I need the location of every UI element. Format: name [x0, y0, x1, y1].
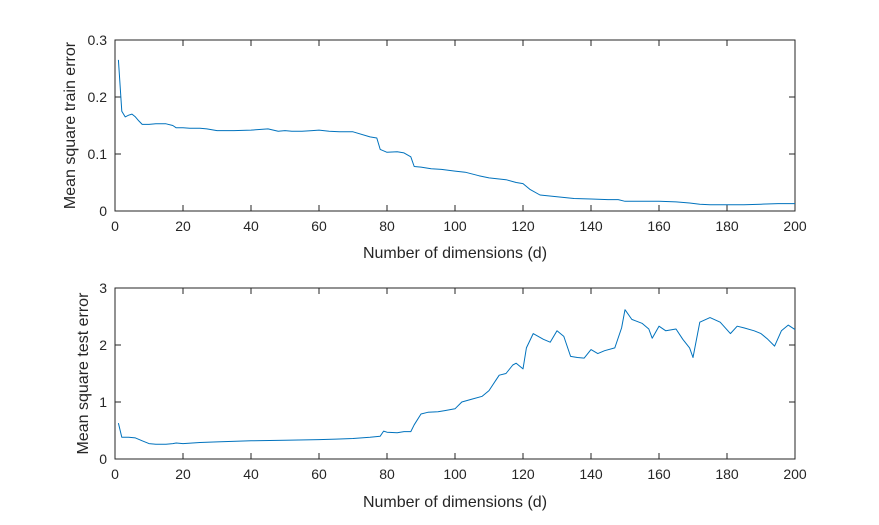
- test-y-tick-label: 0: [99, 451, 107, 467]
- test-x-tick-label: 140: [579, 466, 603, 482]
- train-x-tick-label: 40: [243, 218, 259, 234]
- test-error-line: [117, 309, 796, 445]
- train-x-tick-label: 120: [511, 218, 535, 234]
- train-x-tick-label: 200: [783, 218, 807, 234]
- test-x-tick-label: 0: [111, 466, 119, 482]
- test-x-tick-label: 180: [715, 466, 739, 482]
- train-x-tick-label: 0: [111, 218, 119, 234]
- test-x-tick-label: 80: [379, 466, 395, 482]
- train-x-tick-label: 160: [647, 218, 671, 234]
- test-y-tick-label: 3: [99, 280, 107, 296]
- train-y-tick-label: 0.3: [88, 32, 108, 48]
- test-error-plot: 0 20 40 60 80 100 120 140 160 180 200 0 1 2 3 Number of…: [75, 280, 807, 511]
- train-y-tick-label: 0: [99, 203, 107, 219]
- train-y-tick-label: 0.1: [88, 146, 108, 162]
- train-x-tick-label: 80: [379, 218, 395, 234]
- train-x-tick-label: 20: [175, 218, 191, 234]
- test-x-tick-label: 60: [311, 466, 327, 482]
- train-y-tick-label: 0.2: [88, 89, 108, 105]
- test-x-tick-label: 160: [647, 466, 671, 482]
- test-x-tick-label: 100: [443, 466, 467, 482]
- test-x-tick-label: 120: [511, 466, 535, 482]
- train-x-axis-label: Number of dimensions (d): [363, 245, 547, 262]
- test-y-tick-label: 1: [99, 394, 107, 410]
- train-x-tick-label: 60: [311, 218, 327, 234]
- train-y-axis-label: Mean square train error: [62, 41, 79, 209]
- test-y-tick-label: 2: [99, 337, 107, 353]
- test-x-axis-label: Number of dimensions (d): [363, 494, 547, 511]
- test-x-tick-label: 20: [175, 466, 191, 482]
- train-x-tick-label: 140: [579, 218, 603, 234]
- test-y-axis-label: Mean square test error: [75, 292, 92, 455]
- test-x-tick-label: 200: [783, 466, 807, 482]
- test-x-tick-label: 40: [243, 466, 259, 482]
- train-error-plot: 0 20 40 60 80 100 120 140 160 180 200 0 0.1 0.2 0.3 Num…: [62, 32, 807, 262]
- train-x-tick-label: 100: [443, 218, 467, 234]
- train-error-line: [117, 59, 795, 206]
- train-x-tick-label: 180: [715, 218, 739, 234]
